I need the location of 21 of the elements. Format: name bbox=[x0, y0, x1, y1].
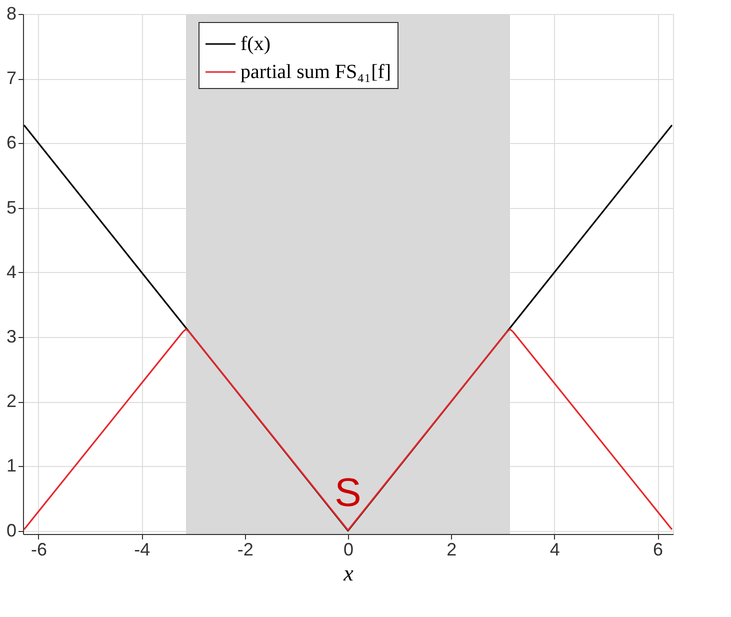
x-tick-label: -4 bbox=[134, 540, 150, 560]
y-tick-label: 4 bbox=[6, 262, 16, 282]
y-tick-label: 5 bbox=[6, 197, 16, 218]
x-tick-label: -6 bbox=[30, 540, 47, 560]
annotation: S bbox=[334, 471, 362, 515]
y-tick-label: 1 bbox=[6, 456, 16, 476]
x-tick-label: 2 bbox=[446, 540, 457, 560]
x-tick-label: -2 bbox=[237, 540, 254, 560]
x-axis-title: x bbox=[342, 560, 354, 586]
y-tick-label: 8 bbox=[6, 4, 16, 24]
line-series bbox=[23, 328, 673, 531]
y-tick-label: 3 bbox=[6, 326, 16, 346]
x-tick-label: 4 bbox=[550, 540, 560, 560]
x-tick-label: 0 bbox=[343, 540, 354, 560]
y-tick-label: 2 bbox=[6, 391, 16, 412]
y-tick-label: 6 bbox=[6, 132, 16, 153]
y-tick-label: 7 bbox=[6, 68, 16, 88]
y-tick-label: 0 bbox=[6, 520, 16, 540]
legend-label: f(x) bbox=[240, 33, 270, 55]
legend-label: partial sum FS₄₁[f] bbox=[240, 61, 392, 83]
x-tick-label: 6 bbox=[653, 540, 664, 560]
